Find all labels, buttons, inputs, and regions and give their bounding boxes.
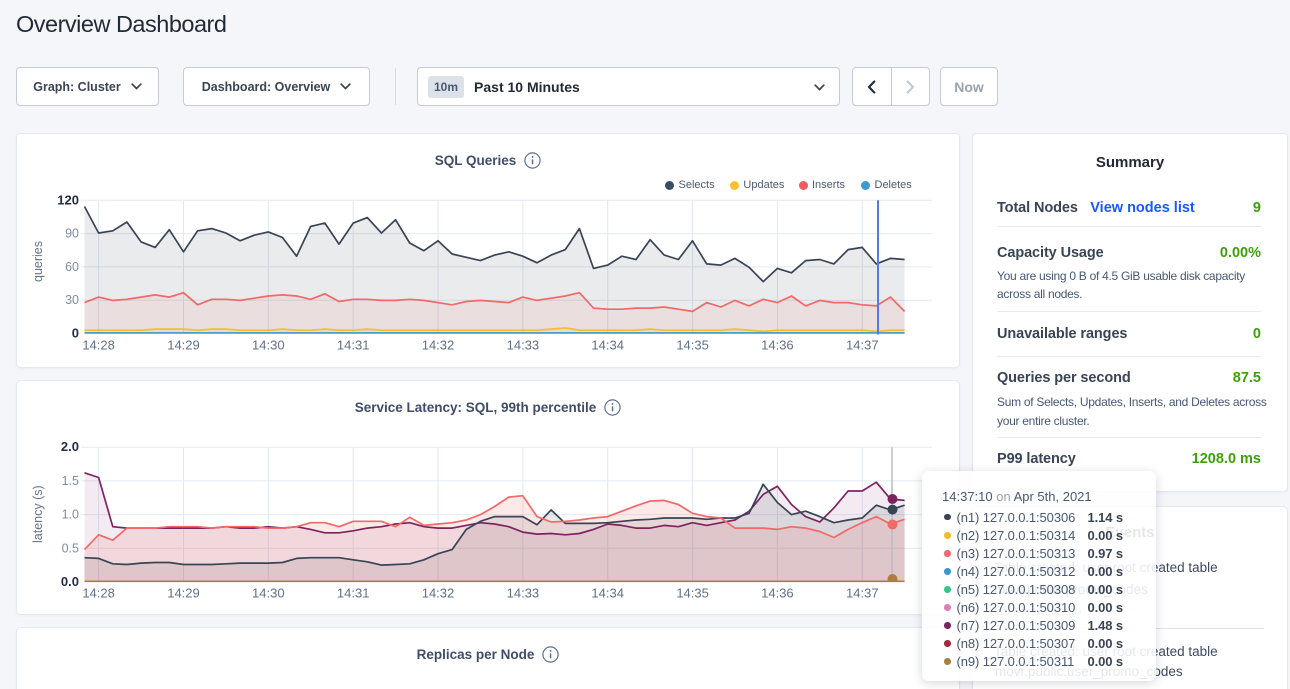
svg-text:14:33: 14:33 bbox=[507, 338, 540, 353]
svg-text:14:36: 14:36 bbox=[761, 586, 794, 601]
svg-text:14:31: 14:31 bbox=[337, 586, 370, 601]
svg-text:14:28: 14:28 bbox=[82, 586, 115, 601]
svg-text:14:30: 14:30 bbox=[252, 586, 285, 601]
svg-text:14:31: 14:31 bbox=[337, 338, 370, 353]
svg-text:2.0: 2.0 bbox=[61, 439, 79, 454]
svg-text:14:29: 14:29 bbox=[167, 586, 200, 601]
svg-text:1.5: 1.5 bbox=[62, 474, 79, 488]
svg-text:14:37: 14:37 bbox=[846, 586, 879, 601]
svg-text:14:34: 14:34 bbox=[591, 338, 624, 353]
svg-text:14:34: 14:34 bbox=[591, 586, 624, 601]
svg-text:14:30: 14:30 bbox=[252, 338, 285, 353]
svg-text:14:33: 14:33 bbox=[507, 586, 540, 601]
svg-text:14:32: 14:32 bbox=[422, 338, 455, 353]
svg-text:14:35: 14:35 bbox=[676, 586, 709, 601]
svg-text:30: 30 bbox=[65, 293, 79, 307]
svg-text:14:35: 14:35 bbox=[676, 338, 709, 353]
svg-text:14:36: 14:36 bbox=[761, 338, 794, 353]
svg-text:14:28: 14:28 bbox=[82, 338, 115, 353]
svg-text:120: 120 bbox=[57, 192, 79, 207]
svg-text:0.0: 0.0 bbox=[61, 574, 79, 589]
svg-text:90: 90 bbox=[65, 227, 79, 241]
svg-text:0.5: 0.5 bbox=[62, 541, 79, 555]
svg-text:14:32: 14:32 bbox=[422, 586, 455, 601]
svg-text:1.0: 1.0 bbox=[62, 508, 79, 522]
svg-text:14:29: 14:29 bbox=[167, 338, 200, 353]
svg-text:14:37: 14:37 bbox=[846, 338, 879, 353]
svg-text:60: 60 bbox=[65, 260, 79, 274]
svg-text:0: 0 bbox=[72, 326, 79, 341]
